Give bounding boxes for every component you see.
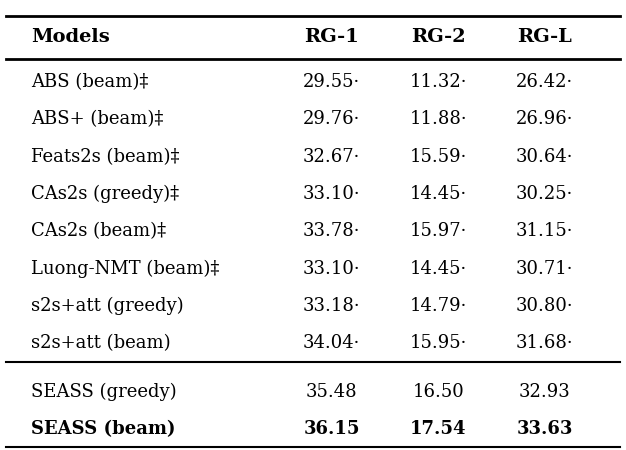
Text: s2s+att (beam): s2s+att (beam) xyxy=(31,334,171,352)
Text: 33.10·: 33.10· xyxy=(303,185,361,203)
Text: 14.45·: 14.45· xyxy=(409,185,467,203)
Text: 15.59·: 15.59· xyxy=(409,148,467,166)
Text: 17.54: 17.54 xyxy=(410,420,466,438)
Text: ABS+ (beam)‡: ABS+ (beam)‡ xyxy=(31,110,163,128)
Text: RG-L: RG-L xyxy=(517,28,572,46)
Text: 32.93: 32.93 xyxy=(519,383,570,401)
Text: s2s+att (greedy): s2s+att (greedy) xyxy=(31,297,184,315)
Text: 29.55·: 29.55· xyxy=(303,73,361,91)
Text: 36.15: 36.15 xyxy=(304,420,360,438)
Text: 35.48: 35.48 xyxy=(306,383,357,401)
Text: 29.76·: 29.76· xyxy=(303,110,361,128)
Text: 30.71·: 30.71· xyxy=(516,260,573,278)
Text: 14.45·: 14.45· xyxy=(409,260,467,278)
Text: 32.67·: 32.67· xyxy=(303,148,361,166)
Text: 33.10·: 33.10· xyxy=(303,260,361,278)
Text: 15.97·: 15.97· xyxy=(409,222,467,240)
Text: SEASS (greedy): SEASS (greedy) xyxy=(31,383,177,401)
Text: 34.04·: 34.04· xyxy=(303,334,361,352)
Text: RG-2: RG-2 xyxy=(411,28,466,46)
Text: 26.96·: 26.96· xyxy=(516,110,573,128)
Text: 33.18·: 33.18· xyxy=(303,297,361,315)
Text: 31.15·: 31.15· xyxy=(516,222,573,240)
Text: 30.80·: 30.80· xyxy=(516,297,573,315)
Text: 16.50: 16.50 xyxy=(413,383,464,401)
Text: 26.42·: 26.42· xyxy=(516,73,573,91)
Text: 33.63: 33.63 xyxy=(516,420,573,438)
Text: 30.25·: 30.25· xyxy=(516,185,573,203)
Text: Models: Models xyxy=(31,28,110,46)
Text: Luong-NMT (beam)‡: Luong-NMT (beam)‡ xyxy=(31,260,220,278)
Text: 31.68·: 31.68· xyxy=(516,334,573,352)
Text: 11.32·: 11.32· xyxy=(409,73,467,91)
Text: 14.79·: 14.79· xyxy=(409,297,467,315)
Text: 33.78·: 33.78· xyxy=(303,222,361,240)
Text: 15.95·: 15.95· xyxy=(409,334,467,352)
Text: CAs2s (beam)‡: CAs2s (beam)‡ xyxy=(31,222,167,240)
Text: RG-1: RG-1 xyxy=(304,28,359,46)
Text: SEASS (beam): SEASS (beam) xyxy=(31,420,176,438)
Text: 11.88·: 11.88· xyxy=(409,110,467,128)
Text: CAs2s (greedy)‡: CAs2s (greedy)‡ xyxy=(31,185,180,203)
Text: 30.64·: 30.64· xyxy=(516,148,573,166)
Text: ABS (beam)‡: ABS (beam)‡ xyxy=(31,73,149,91)
Text: Feats2s (beam)‡: Feats2s (beam)‡ xyxy=(31,148,180,166)
